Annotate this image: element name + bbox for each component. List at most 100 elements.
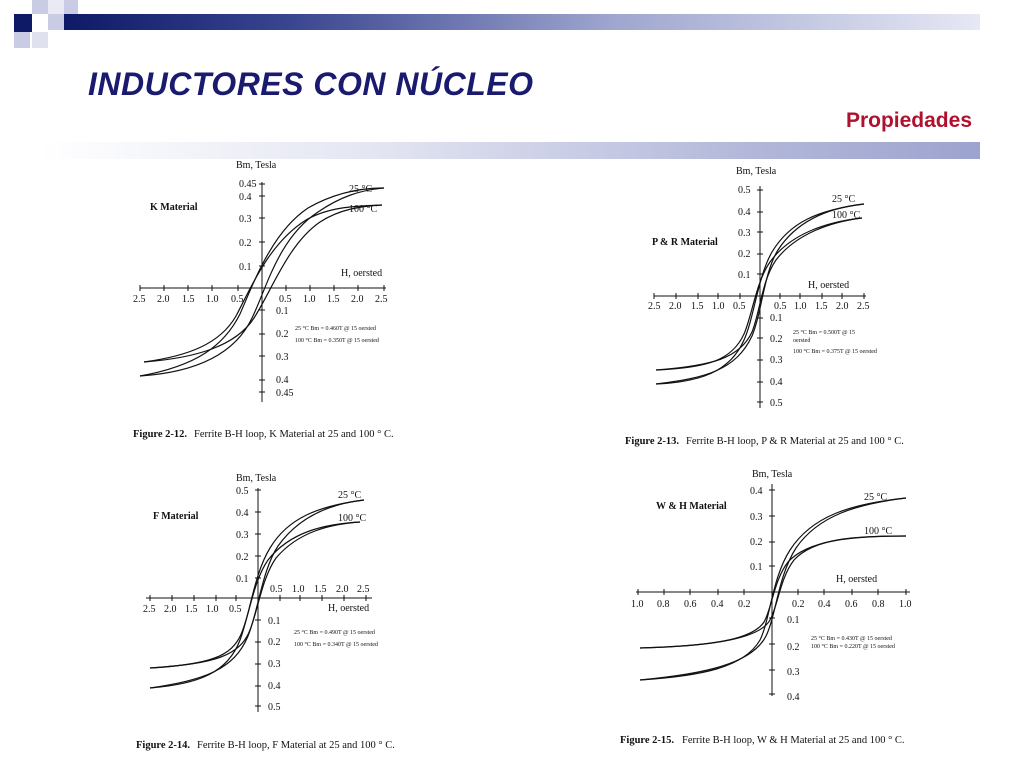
caption-text: Ferrite B-H loop, K Material at 25 and 1… xyxy=(194,429,394,440)
tick-label: 1.5 xyxy=(691,301,704,312)
caption-number: Figure 2-15. xyxy=(620,735,674,746)
caption-text: Ferrite B-H loop, P & R Material at 25 a… xyxy=(686,436,904,447)
tick-label: 1.0 xyxy=(631,599,644,610)
tick-label: 0.2 xyxy=(792,599,805,610)
deco-square-light xyxy=(48,0,64,14)
slide-title: INDUCTORES CON NÚCLEO xyxy=(88,66,534,102)
tick-label: 0.6 xyxy=(845,599,858,610)
tick-label: 1.0 xyxy=(303,294,316,305)
tick-label: 0.4 xyxy=(787,692,800,703)
figure-k-material xyxy=(139,182,386,402)
tick-label: 0.2 xyxy=(276,329,289,340)
tick-label: 0.2 xyxy=(750,537,763,548)
curve-label-100: 100 °C xyxy=(832,210,860,221)
divider-gradient-bar xyxy=(40,142,980,159)
tick-label: 1.0 xyxy=(794,301,807,312)
tick-label: 0.3 xyxy=(268,659,281,670)
tick-label: 0.4 xyxy=(711,599,724,610)
tick-label: 0.2 xyxy=(239,238,252,249)
tick-label: 0.1 xyxy=(239,262,252,273)
tick-label: 0.5 xyxy=(770,398,783,409)
tick-label: 1.0 xyxy=(206,294,219,305)
caption-number: Figure 2-12. xyxy=(133,429,187,440)
tick-label: 1.5 xyxy=(182,294,195,305)
tick-label: 0.5 xyxy=(229,604,242,615)
tick-label: 0.5 xyxy=(231,294,244,305)
material-label: W & H Material xyxy=(656,501,727,512)
tick-label: 0.45 xyxy=(239,179,257,190)
x-axis-label: H, oersted xyxy=(341,268,382,279)
tick-label: 2.0 xyxy=(836,301,849,312)
tick-label: 2.5 xyxy=(648,301,661,312)
material-label: F Material xyxy=(153,511,199,522)
tick-label: 0.5 xyxy=(270,584,283,595)
tick-label: 0.8 xyxy=(657,599,670,610)
figure-wh-material xyxy=(636,484,910,696)
figure-f-labels: Bm, Tesla F Material 25 °C 100 °C H, oer… xyxy=(136,473,395,751)
tick-label: 1.0 xyxy=(899,599,912,610)
tick-label: 2.0 xyxy=(164,604,177,615)
figure-wh-labels: Bm, Tesla W & H Material 25 °C 100 °C H,… xyxy=(620,469,912,746)
figure-k-labels: Bm, Tesla K Material 25 °C 100 °C H, oer… xyxy=(133,160,394,440)
y-axis-label: Bm, Tesla xyxy=(736,166,777,177)
tick-label: 0.5 xyxy=(236,486,249,497)
tick-label: 0.2 xyxy=(787,642,800,653)
x-axis-label: H, oersted xyxy=(836,574,877,585)
tick-label: 0.4 xyxy=(236,508,249,519)
tick-label: 1.5 xyxy=(314,584,327,595)
tick-label: 0.4 xyxy=(770,377,783,388)
slide-subtitle: Propiedades xyxy=(845,109,972,132)
tick-label: 0.5 xyxy=(738,185,751,196)
tick-label: 1.5 xyxy=(815,301,828,312)
tick-label: 0.1 xyxy=(787,615,800,626)
deco-square-light xyxy=(64,0,78,14)
tick-label: 0.3 xyxy=(770,355,783,366)
tick-label: 2.0 xyxy=(336,584,349,595)
caption-number: Figure 2-14. xyxy=(136,740,190,751)
note-100: 100 °C Bm = 0.340T @ 15 oersted xyxy=(294,641,378,648)
tick-label: 0.5 xyxy=(279,294,292,305)
tick-label: 0.2 xyxy=(268,637,281,648)
deco-square-light xyxy=(14,32,30,48)
tick-label: 0.8 xyxy=(872,599,885,610)
tick-label: 2.0 xyxy=(351,294,364,305)
tick-label: 0.2 xyxy=(738,249,751,260)
tick-label: 1.0 xyxy=(292,584,305,595)
tick-label: 0.2 xyxy=(770,334,783,345)
tick-label: 2.5 xyxy=(357,584,370,595)
note-100: 100 °C Bm = 0.350T @ 15 oersted xyxy=(295,337,379,344)
deco-square-dark xyxy=(14,14,32,32)
tick-label: 0.3 xyxy=(738,228,751,239)
tick-label: 0.3 xyxy=(276,352,289,363)
note-100: 100 °C Bm = 0.375T @ 15 oersted xyxy=(793,348,877,355)
tick-label: 0.1 xyxy=(268,616,281,627)
tick-label: 0.3 xyxy=(236,530,249,541)
caption-text: Ferrite B-H loop, F Material at 25 and 1… xyxy=(197,740,395,751)
tick-label: 0.3 xyxy=(239,214,252,225)
y-axis-label: Bm, Tesla xyxy=(752,469,793,480)
tick-label: 0.4 xyxy=(276,375,289,386)
note-25: 25 °C Bm = 0.460T @ 15 oersted xyxy=(295,325,376,332)
note-25: 25 °C Bm = 0.490T @ 15 oersted xyxy=(294,629,375,636)
note-25: 25 °C Bm = 0.500T @ 15 xyxy=(793,329,855,336)
tick-label: 1.5 xyxy=(185,604,198,615)
x-axis-label: H, oersted xyxy=(808,280,849,291)
caption-number: Figure 2-13. xyxy=(625,436,679,447)
tick-label: 2.5 xyxy=(857,301,870,312)
curve-label-25: 25 °C xyxy=(832,194,855,205)
curve-label-25: 25 °C xyxy=(349,184,372,195)
tick-label: 0.4 xyxy=(750,486,763,497)
tick-label: 0.1 xyxy=(276,306,289,317)
tick-label: 0.1 xyxy=(770,313,783,324)
tick-label: 0.4 xyxy=(818,599,831,610)
caption-text: Ferrite B-H loop, W & H Material at 25 a… xyxy=(682,735,905,746)
note-25: 25 °C Bm = 0.430T @ 15 oersted xyxy=(811,635,892,642)
deco-square-light xyxy=(32,0,48,14)
curve-label-25: 25 °C xyxy=(864,492,887,503)
tick-label: 0.4 xyxy=(268,681,281,692)
tick-label: 2.5 xyxy=(375,294,388,305)
header-gradient-bar xyxy=(64,14,980,30)
tick-label: 0.4 xyxy=(239,192,252,203)
material-label: P & R Material xyxy=(652,237,718,248)
